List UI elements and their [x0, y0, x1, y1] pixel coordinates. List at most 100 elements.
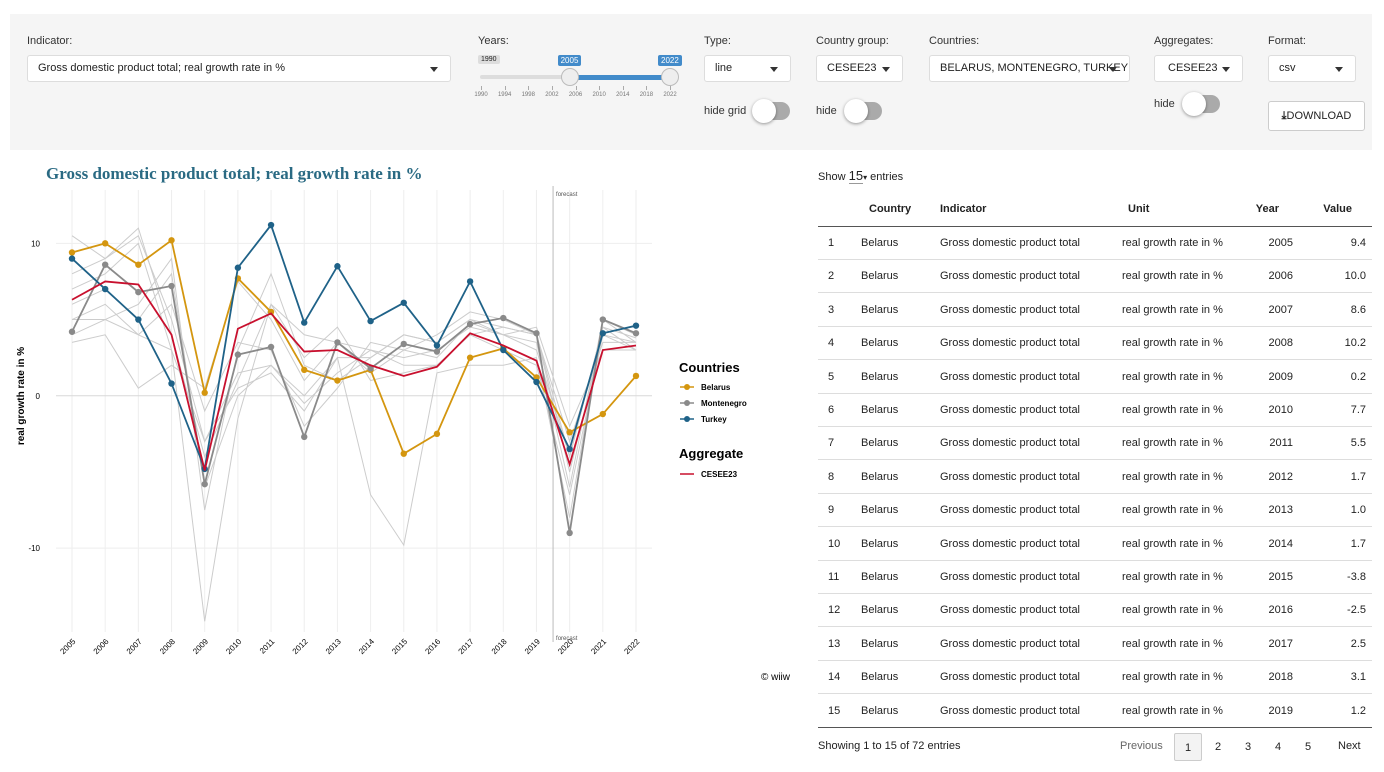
point [68, 249, 76, 256]
slider-tick-label: 2018 [639, 92, 654, 98]
point [68, 255, 76, 262]
table-cell: 2 [828, 270, 835, 283]
column-header[interactable]: Year [1255, 203, 1279, 215]
x-tick-label: 2008 [158, 637, 177, 656]
point [632, 330, 640, 337]
table-cell: 2014 [1268, 537, 1293, 550]
table-cell: real growth rate in % [1122, 404, 1223, 416]
format-select[interactable]: csv [1268, 55, 1356, 82]
x-tick-label: 2007 [125, 637, 144, 656]
indicator-select[interactable]: Gross domestic product total; real growt… [27, 55, 451, 82]
download-button[interactable]: ⤓DOWNLOAD [1268, 101, 1365, 131]
table-cell: Belarus [861, 504, 899, 517]
length-select[interactable]: 15 [848, 168, 864, 184]
annotation: © wiiw [761, 672, 791, 683]
table-cell: Gross domestic product total [940, 470, 1081, 483]
table-cell: Belarus [861, 337, 899, 350]
point [135, 316, 142, 323]
table-cell: real growth rate in % [1122, 237, 1223, 249]
slider-tick [646, 86, 648, 90]
page-button[interactable]: 4 [1274, 741, 1282, 753]
page-button[interactable]: 1 [1174, 733, 1202, 761]
legend-label: Turkey [701, 415, 727, 424]
point [168, 282, 175, 290]
page-button[interactable]: 5 [1304, 741, 1312, 753]
page-button[interactable]: 3 [1244, 741, 1252, 753]
legend-label: Montenegro [701, 399, 747, 408]
slider-tick-label: 2002 [545, 92, 559, 98]
page-button[interactable]: 2 [1214, 741, 1222, 753]
slider-handle[interactable] [661, 68, 679, 86]
x-tick-label: 2021 [589, 637, 608, 656]
point [566, 529, 573, 537]
toggle[interactable] [1182, 92, 1220, 116]
table-cell: real growth rate in % [1122, 604, 1223, 617]
aggregates-select[interactable]: CESEE23 [1154, 55, 1243, 82]
column-header[interactable]: Value [1323, 203, 1352, 215]
x-tick-label: 2010 [224, 637, 243, 656]
countries-select[interactable]: BELARUS, MONTENEGRO, TURKEY [929, 55, 1130, 82]
table-info: Showing 1 to 15 of 72 entries [818, 740, 961, 752]
point [533, 330, 540, 337]
column-header[interactable]: Country [869, 203, 912, 215]
page-prev[interactable]: Previous [1120, 740, 1163, 752]
toggle[interactable] [844, 99, 882, 123]
point [433, 348, 441, 355]
table-cell: 3.1 [1350, 671, 1366, 684]
point [632, 372, 640, 380]
table-cell: Gross domestic product total [940, 270, 1081, 283]
x-tick-label: 2006 [92, 637, 111, 656]
table-cell: Gross domestic product total [940, 637, 1081, 650]
point [101, 285, 109, 293]
group-select[interactable]: CESEE23 [816, 55, 903, 82]
table-cell: Belarus [861, 303, 899, 316]
background-line [72, 303, 637, 459]
table-cell: 2011 [1269, 437, 1293, 450]
column-header[interactable]: Unit [1128, 203, 1150, 215]
point [466, 278, 474, 285]
slider-tick-label: 1998 [521, 92, 535, 98]
table-cell: real growth rate in % [1122, 637, 1223, 650]
legend-label: CESEE23 [701, 470, 738, 479]
x-tick-label: 2017 [457, 637, 476, 656]
table-cell: Belarus [861, 604, 899, 617]
point [599, 330, 607, 337]
text: Show [818, 171, 846, 183]
table-cell: 2007 [1268, 303, 1293, 316]
table-cell: 2005 [1268, 237, 1293, 249]
column-header[interactable]: Indicator [940, 203, 987, 215]
table-cell: -2.5 [1347, 604, 1366, 617]
header-border [818, 226, 1372, 227]
point [566, 429, 573, 436]
x-tick-label: 2012 [291, 637, 310, 656]
slider-handle[interactable] [560, 68, 579, 86]
point [267, 221, 275, 229]
row-border [818, 392, 1372, 394]
table-cell: Belarus [861, 370, 899, 383]
table-cell: 1.7 [1350, 537, 1366, 550]
type-select[interactable]: line [704, 55, 791, 82]
series-line [71, 263, 637, 534]
label: Countries: [929, 35, 980, 47]
forecast-label: forecast [556, 636, 578, 642]
table-cell: Belarus [861, 537, 899, 550]
point [367, 317, 374, 325]
toggle[interactable] [752, 99, 790, 123]
year-slider[interactable]: 1990 2005 2022 1990 1994 1998 2002 2006 2010 2014… [474, 50, 683, 110]
table-cell: Gross domestic product total [940, 370, 1081, 383]
table-cell: Gross domestic product total [940, 404, 1081, 416]
point [334, 263, 341, 270]
page-next[interactable]: Next [1338, 740, 1361, 752]
slider-tick-label: 2010 [592, 92, 606, 98]
legend-dot [684, 384, 690, 390]
series-line [71, 280, 637, 471]
point [135, 261, 142, 268]
x-tick-label: 2014 [357, 637, 376, 656]
x-tick-label: 2015 [390, 637, 409, 656]
point [632, 322, 640, 329]
table-cell: 8.6 [1350, 303, 1366, 316]
point [599, 316, 607, 323]
table-cell: real growth rate in % [1122, 337, 1223, 350]
